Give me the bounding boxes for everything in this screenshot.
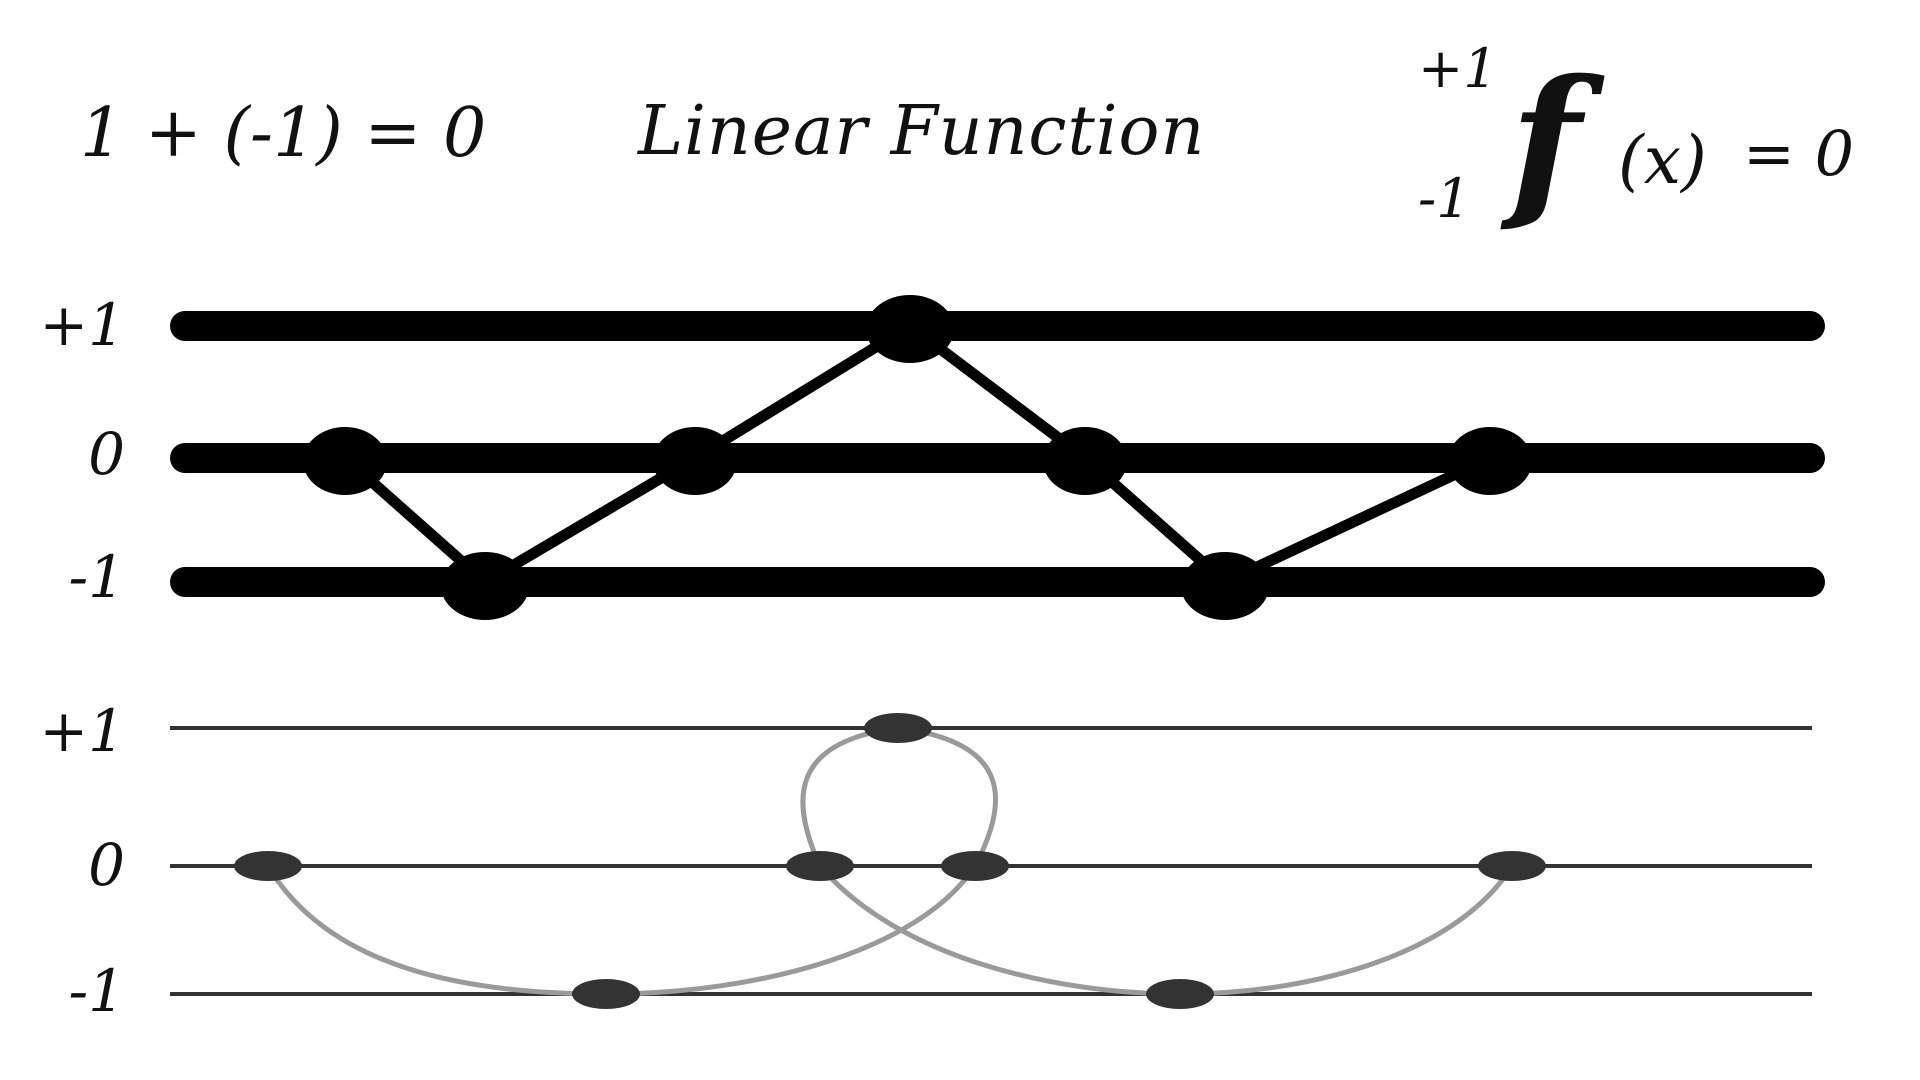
top-node	[1043, 427, 1127, 495]
bottom-panel	[170, 713, 1812, 1009]
header-equation: 1 + (-1) = 0	[80, 94, 487, 173]
bottom-curve	[800, 725, 899, 868]
bottom-curve	[265, 864, 607, 997]
top-node	[441, 552, 529, 620]
top-node	[866, 295, 954, 363]
bottom-node	[1478, 851, 1546, 881]
bottom-node	[941, 851, 1009, 881]
diagram-title: Linear Function	[638, 92, 1206, 171]
bottom-node	[234, 851, 302, 881]
top-panel	[170, 295, 1825, 620]
bottom-node	[786, 851, 854, 881]
bottom-label-zero: 0	[88, 831, 125, 899]
formula-lower-limit: -1	[1418, 167, 1471, 230]
bottom-label-plus-one: +1	[39, 697, 126, 765]
bottom-curve	[897, 725, 999, 868]
formula-function-symbol: f	[1510, 43, 1581, 237]
formula-result: = 0	[1743, 117, 1855, 190]
bottom-node	[864, 713, 932, 743]
bottom-curve	[818, 864, 1181, 997]
bottom-curve	[605, 864, 978, 997]
formula-argument: (x)	[1618, 122, 1707, 199]
bottom-node	[572, 979, 640, 1009]
bottom-label-minus-one: -1	[68, 957, 126, 1025]
top-node	[1448, 427, 1532, 495]
bottom-curve	[1179, 864, 1515, 997]
top-node	[303, 427, 387, 495]
top-label-plus-one: +1	[39, 291, 126, 359]
bottom-node	[1146, 979, 1214, 1009]
top-node	[1181, 552, 1269, 620]
top-label-minus-one: -1	[68, 543, 126, 611]
top-node	[653, 427, 737, 495]
formula-upper-limit: +1	[1418, 37, 1498, 100]
top-label-zero: 0	[88, 420, 125, 488]
